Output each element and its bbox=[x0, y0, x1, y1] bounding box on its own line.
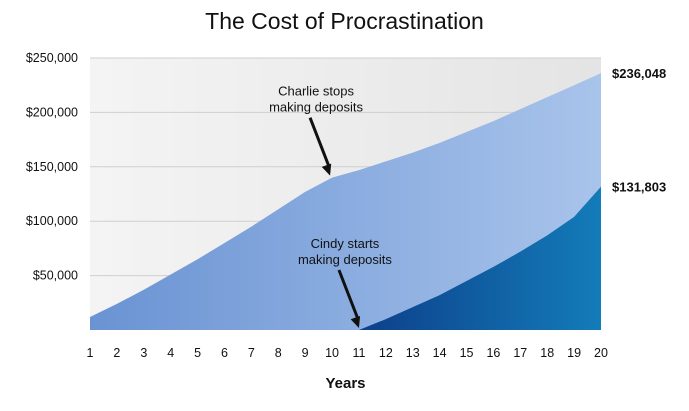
x-tick-label: 11 bbox=[352, 346, 365, 360]
arrow-icon bbox=[337, 269, 360, 320]
x-tick-label: 15 bbox=[460, 346, 474, 360]
x-tick-label: 9 bbox=[302, 346, 309, 360]
x-tick-label: 19 bbox=[567, 346, 581, 360]
x-axis-label: Years bbox=[325, 375, 365, 392]
x-tick-label: 17 bbox=[513, 346, 527, 360]
annotation-text-line: Charlie stops bbox=[278, 84, 354, 99]
series-area-2 bbox=[358, 186, 601, 330]
y-tick-label: $150,000 bbox=[26, 160, 78, 174]
series-areas bbox=[90, 73, 601, 330]
y-tick-label: $50,000 bbox=[33, 269, 78, 283]
end-value-label-2: $131,803 bbox=[612, 180, 666, 195]
x-tick-label: 5 bbox=[194, 346, 201, 360]
annotation-text-line: making deposits bbox=[298, 252, 392, 267]
x-tick-label: 3 bbox=[140, 346, 147, 360]
x-tick-label: 6 bbox=[221, 346, 228, 360]
x-tick-label: 8 bbox=[275, 346, 282, 360]
x-tick-label: 14 bbox=[433, 346, 447, 360]
arrowhead-icon bbox=[350, 315, 361, 328]
x-tick-label: 20 bbox=[594, 346, 608, 360]
x-tick-label: 18 bbox=[540, 346, 554, 360]
end-value-label-1: $236,048 bbox=[612, 66, 666, 81]
arrow-icon bbox=[308, 117, 331, 168]
annotation-text-line: making deposits bbox=[269, 100, 363, 115]
end-value-labels: $236,048 $131,803 bbox=[612, 66, 666, 194]
arrowhead-icon bbox=[321, 163, 332, 176]
x-tick-label: 13 bbox=[406, 346, 420, 360]
x-axis-ticks: 1 2 3 4 5 6 7 8 9 10 11 12 13 14 15 16 17 18 19 20 bbox=[87, 346, 608, 360]
series-area-1 bbox=[90, 73, 601, 330]
x-tick-label: 12 bbox=[379, 346, 393, 360]
y-tick-label: $100,000 bbox=[26, 214, 78, 228]
y-tick-label: $250,000 bbox=[26, 51, 78, 65]
chart-title: The Cost of Procrastination bbox=[205, 8, 484, 34]
y-tick-label: $200,000 bbox=[26, 105, 78, 119]
x-tick-label: 10 bbox=[325, 346, 339, 360]
x-tick-label: 1 bbox=[87, 346, 94, 360]
y-axis-ticks: $50,000 $100,000 $150,000 $200,000 $250,000 bbox=[26, 51, 78, 283]
x-tick-label: 4 bbox=[167, 346, 174, 360]
annotation-text-line: Cindy starts bbox=[311, 236, 380, 251]
x-tick-label: 7 bbox=[248, 346, 255, 360]
x-tick-label: 2 bbox=[113, 346, 120, 360]
x-tick-label: 16 bbox=[486, 346, 500, 360]
